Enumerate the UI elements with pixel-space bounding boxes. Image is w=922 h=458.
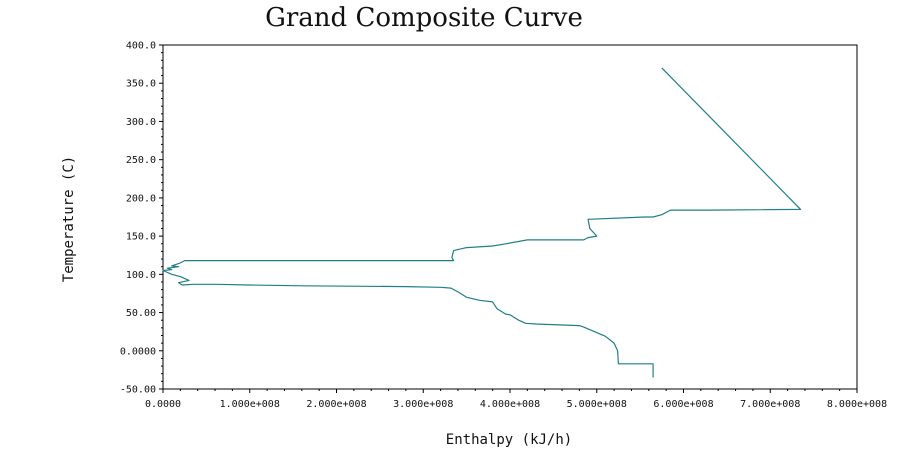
y-tick-label: 150.0 <box>126 232 156 243</box>
x-axis-title: Enthalpy (kJ/h) <box>446 432 572 448</box>
chart-title: Grand Composite Curve <box>265 3 583 33</box>
x-tick-label: 8.000e+008 <box>827 399 887 410</box>
y-tick-label: 350.0 <box>126 79 156 90</box>
series-layer <box>162 67 802 378</box>
y-tick-label: 400.0 <box>126 41 156 52</box>
plot-area-border <box>162 44 858 390</box>
x-tick-label: 2.000e+008 <box>306 399 366 410</box>
x-tick-label: 6.000e+008 <box>653 399 713 410</box>
y-tick-label: 300.0 <box>126 117 156 128</box>
gcc-series-line <box>162 67 802 378</box>
x-axis: 0.0000 1.000e+008 2.000e+008 3.000e+008 4.00… <box>145 389 887 410</box>
y-tick-label: 100.0 <box>126 270 156 281</box>
y-tick-label: 200.0 <box>126 193 156 204</box>
y-tick-label: 250.0 <box>126 155 156 166</box>
x-tick-label: 3.000e+008 <box>393 399 453 410</box>
x-tick-label: 4.000e+008 <box>480 399 540 410</box>
x-tick-label: 0.0000 <box>145 399 181 410</box>
x-tick-label: 1.000e+008 <box>220 399 280 410</box>
x-tick-label: 5.000e+008 <box>567 399 627 410</box>
y-axis-title: Temperature (C) <box>61 156 77 282</box>
x-tick-label: 7.000e+008 <box>740 399 800 410</box>
y-tick-label: 50.00 <box>126 308 156 319</box>
y-axis: 400.0 350.0 300.0 250.0 200.0 150.0 100.0 50.00… <box>120 41 163 396</box>
y-tick-label: 0.0000 <box>120 346 156 357</box>
y-tick-label: -50.00 <box>120 385 156 396</box>
